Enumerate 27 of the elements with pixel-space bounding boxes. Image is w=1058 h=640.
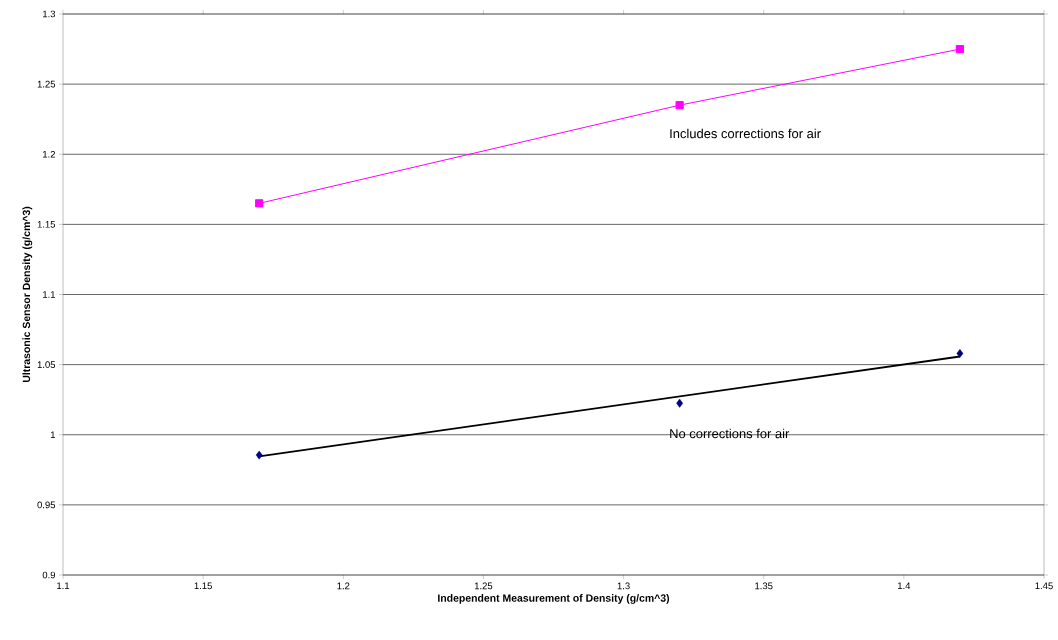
y-tick-label: 1 (50, 431, 56, 439)
series-label: No corrections for air (670, 428, 790, 439)
y-tick-label: 1.3 (43, 10, 56, 18)
x-tick-label: 1.25 (474, 582, 493, 590)
y-axis-title: Ultrasonic Sensor Density (g/cm^3) (22, 206, 33, 383)
point (255, 450, 263, 460)
point (676, 398, 683, 408)
x-tick-label: 1.1 (57, 582, 70, 590)
x-tick-label: 1.2 (337, 582, 350, 590)
x-tick-label: 1.4 (898, 582, 911, 590)
y-tick-label: 1.25 (37, 80, 56, 88)
point (956, 349, 964, 358)
x-tick-label: 1.45 (1035, 582, 1053, 590)
x-axis-title: Independent Measurement of Density (g/cm^3) (438, 594, 670, 604)
point (255, 199, 264, 208)
y-tick-label: 1.1 (43, 291, 56, 298)
series-label: Includes corrections for air (670, 128, 821, 139)
y-tick-label: 1.2 (43, 150, 56, 158)
y-tick-label: 0.9 (42, 571, 56, 579)
y-tick-label: 1.05 (37, 361, 56, 368)
x-tick-label: 1.15 (194, 582, 212, 590)
x-tick-label: 1.35 (755, 582, 773, 590)
y-tick-label: 0.95 (37, 501, 56, 509)
point (955, 44, 965, 54)
x-tick-label: 1.3 (617, 582, 630, 590)
y-tick-label: 1.15 (37, 221, 56, 228)
point (675, 101, 684, 110)
